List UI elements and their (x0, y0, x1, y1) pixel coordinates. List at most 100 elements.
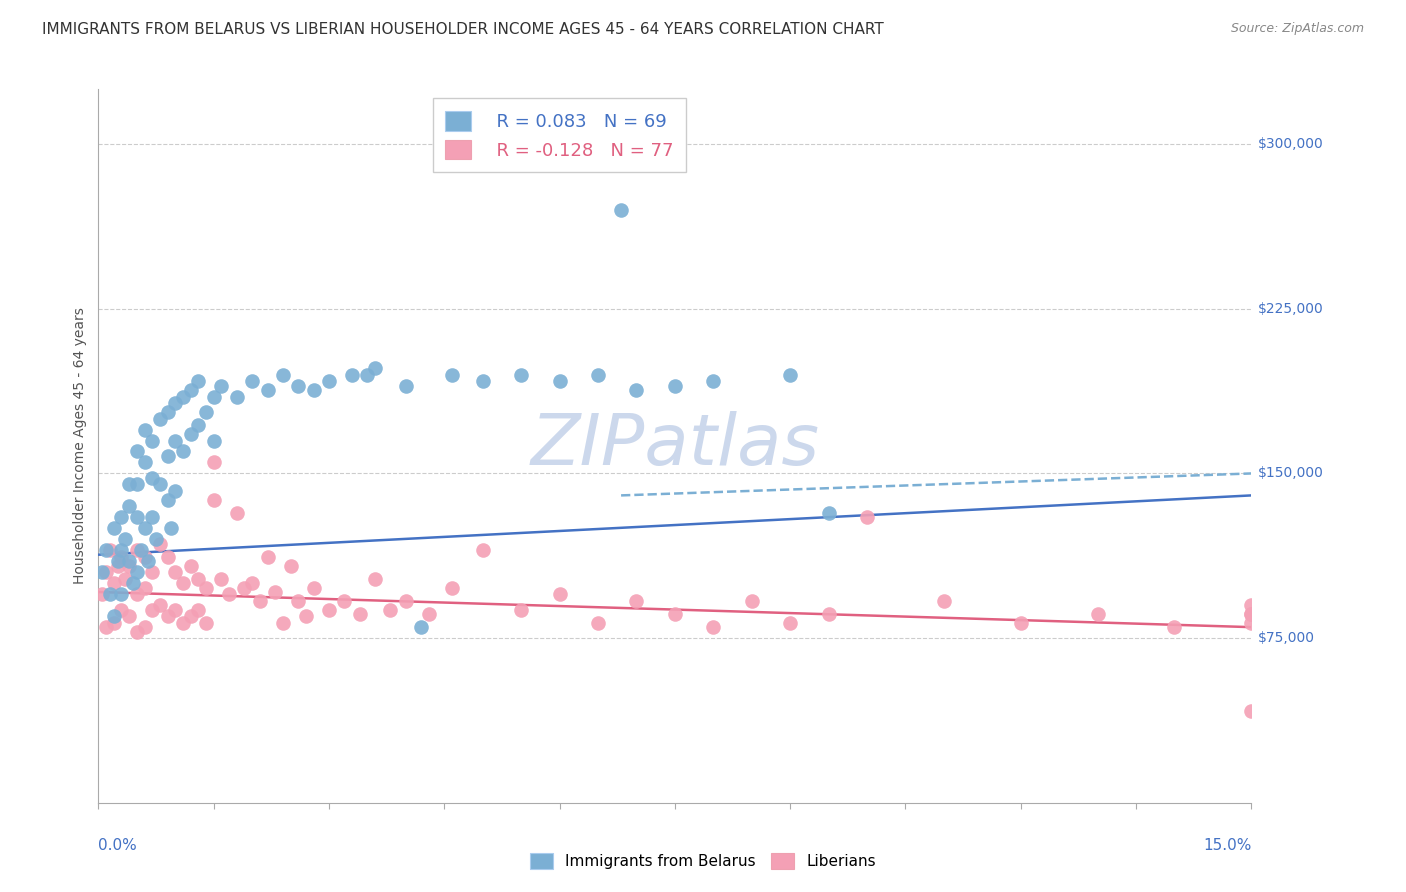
Point (664, 378, 686, 392)
Point (103, 576, 125, 591)
Point (110, 543, 132, 558)
Point (318, 602, 340, 616)
Point (156, 449, 179, 463)
Point (107, 558, 129, 573)
Point (187, 602, 209, 616)
Point (395, 378, 418, 392)
Point (114, 533, 136, 547)
Point (156, 609, 179, 624)
Point (165, 566, 187, 580)
Point (134, 423, 156, 437)
Point (134, 549, 156, 564)
Point (125, 510, 148, 524)
Point (110, 602, 132, 616)
Legend:   R = 0.083   N = 69,   R = -0.128   N = 77: R = 0.083 N = 69, R = -0.128 N = 77 (433, 98, 686, 172)
Point (856, 510, 879, 524)
Point (218, 587, 240, 601)
Point (94, 566, 117, 580)
Point (125, 444, 148, 458)
Point (610, 202, 633, 217)
Point (295, 609, 318, 624)
Point (626, 383, 648, 397)
Legend: Immigrants from Belarus, Liberians: Immigrants from Belarus, Liberians (524, 847, 882, 875)
Point (118, 477, 141, 491)
Point (349, 607, 371, 621)
Point (741, 594, 763, 608)
Point (180, 609, 202, 624)
Point (149, 598, 172, 612)
Point (125, 624, 148, 639)
Point (156, 405, 179, 419)
Y-axis label: Householder Income Ages 45 - 64 years: Householder Income Ages 45 - 64 years (73, 308, 87, 584)
Point (202, 390, 225, 404)
Point (125, 566, 148, 580)
Point (118, 609, 141, 624)
Point (118, 500, 141, 514)
Point (103, 615, 125, 630)
Point (302, 383, 325, 397)
Point (118, 558, 141, 573)
Point (172, 444, 194, 458)
Point (586, 368, 609, 382)
Point (149, 477, 172, 491)
Point (172, 576, 194, 591)
Point (225, 390, 247, 404)
Text: ZIPatlas: ZIPatlas (530, 411, 820, 481)
Point (1240, 607, 1263, 621)
Point (165, 434, 187, 448)
Point (271, 368, 294, 382)
Point (287, 594, 309, 608)
Text: $75,000: $75,000 (1258, 632, 1316, 645)
Point (122, 576, 145, 591)
Point (364, 572, 387, 586)
Point (510, 368, 533, 382)
Point (110, 549, 132, 564)
Point (471, 374, 494, 388)
Point (114, 572, 136, 586)
Point (202, 434, 225, 448)
Point (510, 602, 533, 616)
Text: $300,000: $300,000 (1258, 137, 1324, 151)
Point (626, 594, 648, 608)
Point (411, 620, 433, 634)
Point (187, 572, 209, 586)
Point (287, 378, 309, 392)
Point (280, 558, 302, 573)
Text: $150,000: $150,000 (1258, 467, 1324, 481)
Point (664, 607, 686, 621)
Point (160, 521, 183, 535)
Point (110, 587, 132, 601)
Point (471, 543, 494, 558)
Point (165, 396, 187, 410)
Point (98, 587, 121, 601)
Point (187, 418, 209, 433)
Point (141, 602, 163, 616)
Point (180, 558, 202, 573)
Point (256, 383, 278, 397)
Point (156, 492, 179, 507)
Point (125, 587, 148, 601)
Point (209, 378, 232, 392)
Point (225, 506, 247, 520)
Point (172, 615, 194, 630)
Point (302, 581, 325, 595)
Point (134, 455, 156, 469)
Point (165, 602, 187, 616)
Text: 0.0%: 0.0% (98, 838, 138, 854)
Point (702, 374, 724, 388)
Point (340, 368, 363, 382)
Point (1240, 615, 1263, 630)
Point (94, 620, 117, 634)
Point (125, 543, 148, 558)
Point (202, 455, 225, 469)
Point (779, 368, 801, 382)
Text: 15.0%: 15.0% (1204, 838, 1251, 854)
Point (180, 383, 202, 397)
Point (187, 374, 209, 388)
Point (91, 566, 114, 580)
Point (256, 549, 278, 564)
Point (264, 585, 287, 599)
Point (172, 390, 194, 404)
Point (107, 554, 129, 568)
Point (141, 471, 163, 485)
